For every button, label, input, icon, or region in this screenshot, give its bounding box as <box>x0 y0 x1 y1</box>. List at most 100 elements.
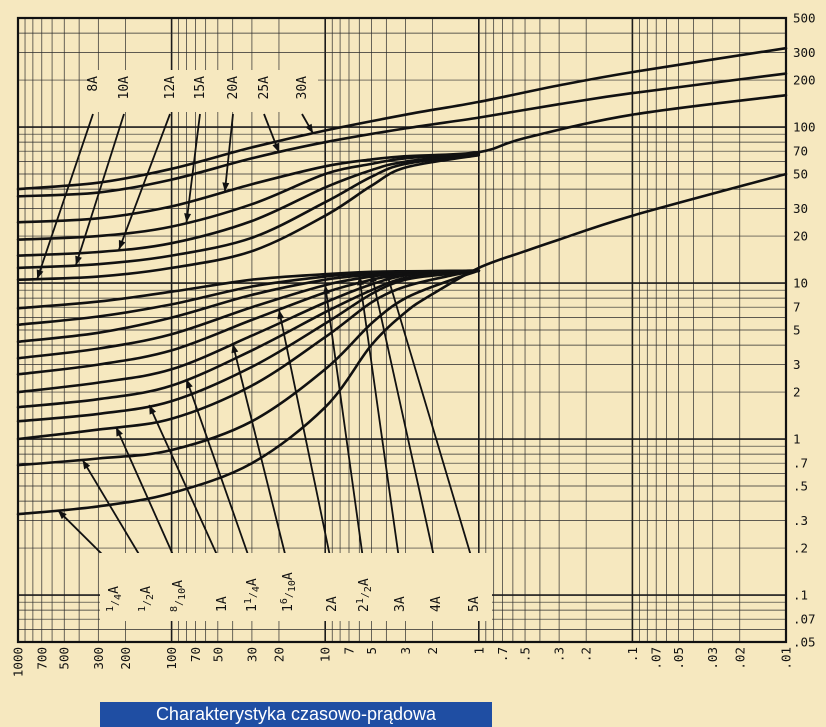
curve-label-text: 1/4A <box>105 586 124 612</box>
arrowhead <box>184 213 192 223</box>
x-tick-label: 30 <box>244 647 259 662</box>
arrow-line <box>278 309 333 567</box>
arrowhead <box>222 182 230 192</box>
x-tick-label: .5 <box>518 647 533 662</box>
y-tick-label: 200 <box>793 73 816 88</box>
curve-label-text: 11/4A <box>243 578 262 612</box>
x-tick-label: 300 <box>91 647 106 670</box>
arrow-line <box>370 272 437 567</box>
curve-label-text: 25A <box>257 76 272 100</box>
arrow-line <box>81 459 147 567</box>
arrowhead <box>385 271 393 282</box>
arrowhead <box>82 459 91 470</box>
y-tick-label: 70 <box>793 144 808 159</box>
x-tick-label: 70 <box>188 647 203 662</box>
x-tick-label: 700 <box>34 647 49 670</box>
arrowhead <box>322 285 330 295</box>
curve-label-12a: 12A <box>163 76 178 100</box>
y-tick-label: .3 <box>793 513 808 528</box>
y-tick-label: .7 <box>793 456 808 471</box>
y-tick-label: .2 <box>793 541 808 556</box>
arrow-line <box>185 378 253 567</box>
curve-labels: 1/4A 1/2A 8/10A 1A 11/4A 16/10A 2A 21/2A 3A 4A 5A 8… <box>86 70 492 621</box>
arrowhead <box>36 269 44 279</box>
curve-label-4a: 4A <box>429 596 444 612</box>
y-tick-label: 2 <box>793 385 801 400</box>
y-tick-label: .1 <box>793 588 808 603</box>
curve-12a <box>16 151 481 257</box>
curve-5a <box>16 269 481 310</box>
upper-label-box <box>90 70 318 112</box>
y-tick-label: .07 <box>793 612 816 627</box>
arrowhead <box>57 510 67 520</box>
x-tick-label: .7 <box>495 647 510 662</box>
lower-label-box <box>100 553 492 621</box>
y-tick-labels: 500 300 200 100 70 50 30 20 10 7 5 3 2 1 .7 .5 .3 .2 .1 .07… <box>793 11 816 650</box>
arrowhead <box>357 276 364 286</box>
arrowhead <box>75 255 82 266</box>
y-tick-label: 7 <box>793 300 801 315</box>
curve-25a <box>16 72 788 198</box>
curve-label-15a: 15A <box>193 76 208 100</box>
arrowhead <box>118 239 126 250</box>
arrowhead <box>277 309 285 320</box>
y-tick-label: 30 <box>793 201 808 216</box>
y-tick-label: 500 <box>793 11 816 26</box>
x-tick-label: .02 <box>732 647 747 670</box>
x-tick-label: .2 <box>579 647 594 662</box>
curve-1-1-4a <box>16 269 481 409</box>
curve-20a <box>16 93 788 224</box>
curve-label-text: 12A <box>163 76 178 100</box>
arrow-line <box>115 426 179 567</box>
curve-label-text: 3A <box>393 596 408 612</box>
x-tick-labels: 1000 700 500 300 200 100 70 50 30 20 10 7 5 3 2 1 .7 .5 .3… <box>11 647 794 677</box>
arrow-line <box>148 404 223 567</box>
curve-label-text: 1/2A <box>137 586 156 612</box>
label-arrows <box>36 113 475 567</box>
curve-label-1-1-4a: 11/4A <box>243 578 262 612</box>
curve-15a <box>16 151 481 241</box>
grid <box>16 16 788 644</box>
x-tick-label: 1 <box>471 647 486 655</box>
y-tick-label: 50 <box>793 167 808 182</box>
arrowhead <box>272 142 279 153</box>
curve-label-2a: 2A <box>325 596 340 612</box>
arrow-line <box>231 343 289 567</box>
curve-1-4a <box>16 172 788 516</box>
curve-1-2a <box>16 269 481 467</box>
curve-label-1-4a: 1/4A <box>105 586 124 612</box>
y-tick-label: 10 <box>793 276 808 291</box>
y-tick-label: 1 <box>793 432 801 447</box>
x-tick-label: 200 <box>118 647 133 670</box>
arrowhead <box>369 272 377 283</box>
y-tick-label: 3 <box>793 357 801 372</box>
x-tick-label: 500 <box>57 647 72 670</box>
caption-banner: Charakterystyka czasowo-prądowa <box>100 702 492 727</box>
arrowhead <box>305 123 314 134</box>
plot-frame <box>16 16 788 644</box>
arrowhead <box>116 426 123 437</box>
x-tick-label: .03 <box>705 647 720 670</box>
curve-label-5a: 5A <box>467 596 482 612</box>
curve-label-1-6-10a: 16/10A <box>279 572 298 612</box>
curve-label-text: 2A <box>325 596 340 612</box>
curve-label-text: 1A <box>215 596 230 612</box>
x-tick-label: .07 <box>649 647 664 670</box>
arrow-line <box>36 113 94 280</box>
y-tick-label: 300 <box>793 45 816 60</box>
curve-label-8a: 8A <box>86 76 101 92</box>
arrowhead <box>149 405 157 415</box>
curve-label-text: 16/10A <box>279 572 298 612</box>
curve-label-8-10a: 8/10A <box>169 580 188 612</box>
curve-label-10a: 10A <box>117 76 132 100</box>
curve-label-25a: 25A <box>257 76 272 100</box>
arrowhead <box>186 379 193 389</box>
x-tick-label: .05 <box>671 647 686 670</box>
y-tick-label: 20 <box>793 229 808 244</box>
x-tick-label: 50 <box>210 647 225 662</box>
x-tick-label: .1 <box>625 647 640 662</box>
arrow-line <box>75 113 125 266</box>
curve-8-10a <box>16 269 481 441</box>
curve-30a <box>16 46 788 191</box>
